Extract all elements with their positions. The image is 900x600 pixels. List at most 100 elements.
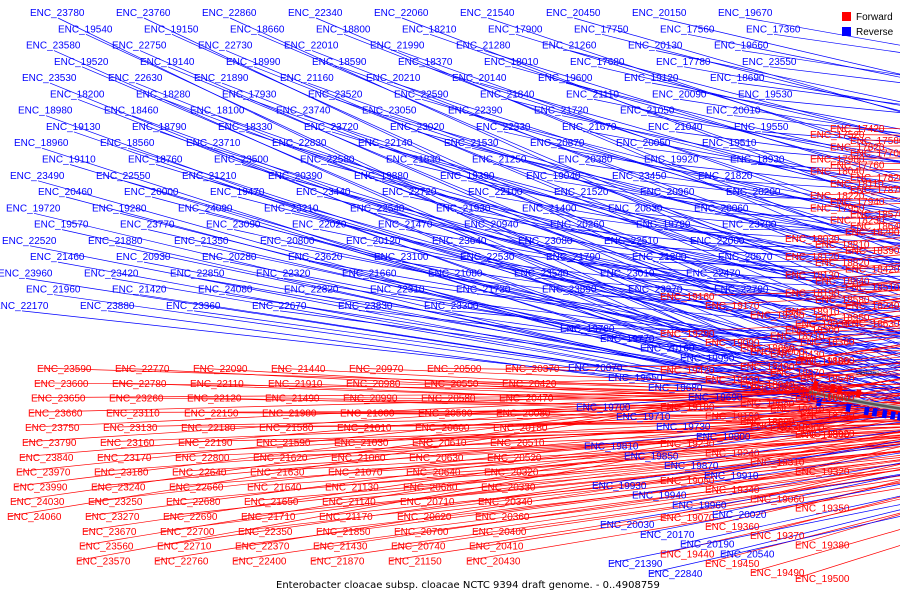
mixed-gene-label: ENC_19730 bbox=[656, 422, 711, 433]
forward-gene-label: ENC_19070 bbox=[660, 513, 715, 524]
reverse-gene-label: ENC_21200 bbox=[632, 252, 687, 263]
reverse-leader-line bbox=[687, 33, 900, 78]
forward-gene-label: ENC_22780 bbox=[112, 379, 167, 390]
forward-gene-label: ENC_21620 bbox=[253, 453, 308, 464]
forward-gene-label: ENC_19420 bbox=[660, 366, 715, 377]
mixed-leader-line bbox=[561, 327, 900, 333]
forward-gene-label: ENC_20550 bbox=[424, 379, 479, 390]
forward-gene-label: ENC_19630 bbox=[795, 320, 850, 331]
mixed-gene-label: ENC_21390 bbox=[608, 559, 663, 570]
mixed-gene-label: ENC_20540 bbox=[720, 549, 775, 560]
forward-leader-line bbox=[176, 426, 900, 458]
forward-gene bbox=[836, 385, 843, 395]
reverse-gene-label: ENC_22310 bbox=[370, 285, 425, 296]
forward-gene-label: ENC_21580 bbox=[259, 423, 314, 434]
forward-gene-label: ENC_17940 bbox=[830, 197, 885, 208]
reverse-leader-line bbox=[417, 131, 900, 261]
reverse-gene-label: ENC_20800 bbox=[260, 236, 315, 247]
forward-gene-label: ENC_21870 bbox=[310, 556, 365, 567]
reverse-gene-label: ENC_23770 bbox=[120, 220, 175, 231]
reverse-gene-label: ENC_20830 bbox=[608, 203, 663, 214]
forward-gene-label: ENC_19170 bbox=[705, 301, 760, 312]
forward-gene-label: ENC_21140 bbox=[322, 497, 376, 508]
forward-leader-line bbox=[335, 424, 900, 443]
forward-gene-label: ENC_23270 bbox=[85, 512, 140, 523]
mixed-gene-label: ENC_19770 bbox=[600, 334, 655, 345]
forward-gene-label: ENC_23660 bbox=[28, 408, 83, 419]
reverse-gene-label: ENC_19280 bbox=[92, 203, 147, 214]
forward-gene-label: ENC_22800 bbox=[175, 453, 230, 464]
forward-gene-label: ENC_21630 bbox=[250, 468, 305, 479]
forward-leader-line bbox=[158, 441, 900, 546]
forward-leader-line bbox=[661, 349, 900, 370]
forward-leader-line bbox=[661, 290, 900, 297]
forward-leader-line bbox=[661, 498, 900, 554]
reverse-leader-line bbox=[249, 99, 900, 334]
reverse-gene-label: ENC_21080 bbox=[428, 268, 483, 279]
forward-leader-line bbox=[242, 450, 900, 517]
reverse-gene-label: ENC_22730 bbox=[198, 41, 253, 52]
mixed-leader-line bbox=[673, 462, 900, 505]
forward-gene-label: ENC_23560 bbox=[79, 542, 134, 553]
reverse-leader-line bbox=[503, 131, 900, 222]
forward-gene-label: ENC_20510 bbox=[490, 438, 545, 449]
forward-gene-label: ENC_18680 bbox=[740, 399, 795, 410]
forward-gene-label: ENC_18120 bbox=[785, 252, 840, 263]
reverse-gene-label: ENC_19470 bbox=[210, 187, 265, 198]
forward-gene-label: ENC_19640 bbox=[795, 393, 850, 404]
forward-gene-label: ENC_18570 bbox=[850, 209, 900, 220]
forward-gene-label: ENC_20580 bbox=[421, 394, 476, 405]
forward-gene-label: ENC_19090 bbox=[705, 338, 760, 349]
forward-gene-label: ENC_18820 bbox=[815, 258, 870, 269]
reverse-leader-line bbox=[573, 261, 900, 288]
gene-labels: ENC_23780 ENC_23760 ENC_22860 ENC_22340 ENC_… bbox=[0, 8, 900, 585]
forward-leader-line bbox=[29, 390, 858, 413]
reverse-leader-line bbox=[315, 261, 900, 364]
reverse-gene-label: ENC_23520 bbox=[308, 89, 363, 100]
reverse-leader-line bbox=[405, 229, 900, 318]
reverse-gene-label: ENC_22790 bbox=[714, 285, 769, 296]
reverse-leader-line bbox=[545, 245, 900, 284]
forward-gene-label: ENC_17620 bbox=[830, 142, 885, 153]
reverse-gene-label: ENC_18560 bbox=[100, 138, 155, 149]
reverse-gene-label: ENC_23020 bbox=[390, 122, 445, 133]
reverse-gene-label: ENC_22010 bbox=[284, 41, 339, 52]
mixed-gene-label: ENC_20170 bbox=[640, 530, 695, 541]
reverse-gene-label: ENC_24080 bbox=[198, 285, 253, 296]
forward-leader-line bbox=[395, 467, 900, 532]
reverse-gene-label: ENC_20460 bbox=[38, 187, 93, 198]
reverse-leader-line bbox=[667, 196, 900, 217]
mixed-gene-label: ENC_19780 bbox=[560, 324, 615, 335]
forward-leader-line bbox=[83, 411, 900, 532]
reverse-leader-line bbox=[369, 278, 900, 355]
reverse-gene-label: ENC_23450 bbox=[612, 171, 667, 182]
mixed-leader-line bbox=[625, 421, 900, 456]
forward-leader-line bbox=[428, 367, 900, 376]
reverse-leader-line bbox=[283, 278, 900, 380]
forward-gene-label: ENC_18290 bbox=[845, 228, 900, 239]
forward-gene-label: ENC_18710 bbox=[770, 331, 825, 342]
reverse-gene-label: ENC_20010 bbox=[706, 106, 761, 117]
forward-gene-label: ENC_18190 bbox=[785, 289, 840, 300]
reverse-gene-label: ENC_19130 bbox=[46, 122, 101, 133]
forward-gene-label: ENC_18030 bbox=[785, 234, 840, 245]
forward-gene-label: ENC_17520 bbox=[810, 130, 865, 141]
legend-reverse-swatch bbox=[842, 27, 851, 36]
reverse-gene-label: ENC_21470 bbox=[378, 220, 433, 231]
forward-gene-label: ENC_18220 bbox=[810, 191, 865, 202]
reverse-gene-label: ENC_20140 bbox=[452, 73, 507, 84]
reverse-leader-line bbox=[647, 115, 900, 157]
reverse-leader-line bbox=[311, 294, 900, 378]
reverse-gene-label: ENC_23050 bbox=[362, 106, 417, 117]
forward-gene-label: ENC_23990 bbox=[13, 482, 68, 493]
reverse-leader-line bbox=[455, 278, 900, 330]
forward-gene-label: ENC_20370 bbox=[505, 364, 560, 375]
reverse-gene-label: ENC_17780 bbox=[656, 57, 711, 68]
forward-gene-label: ENC_19380 bbox=[795, 540, 850, 551]
reverse-leader-line bbox=[209, 180, 900, 375]
reverse-leader-line bbox=[41, 147, 832, 403]
reverse-gene-label: ENC_21820 bbox=[698, 171, 753, 182]
forward-gene-label: ENC_23250 bbox=[88, 497, 143, 508]
forward-gene-label: ENC_18910 bbox=[785, 307, 840, 318]
forward-gene-label: ENC_22640 bbox=[172, 468, 227, 479]
